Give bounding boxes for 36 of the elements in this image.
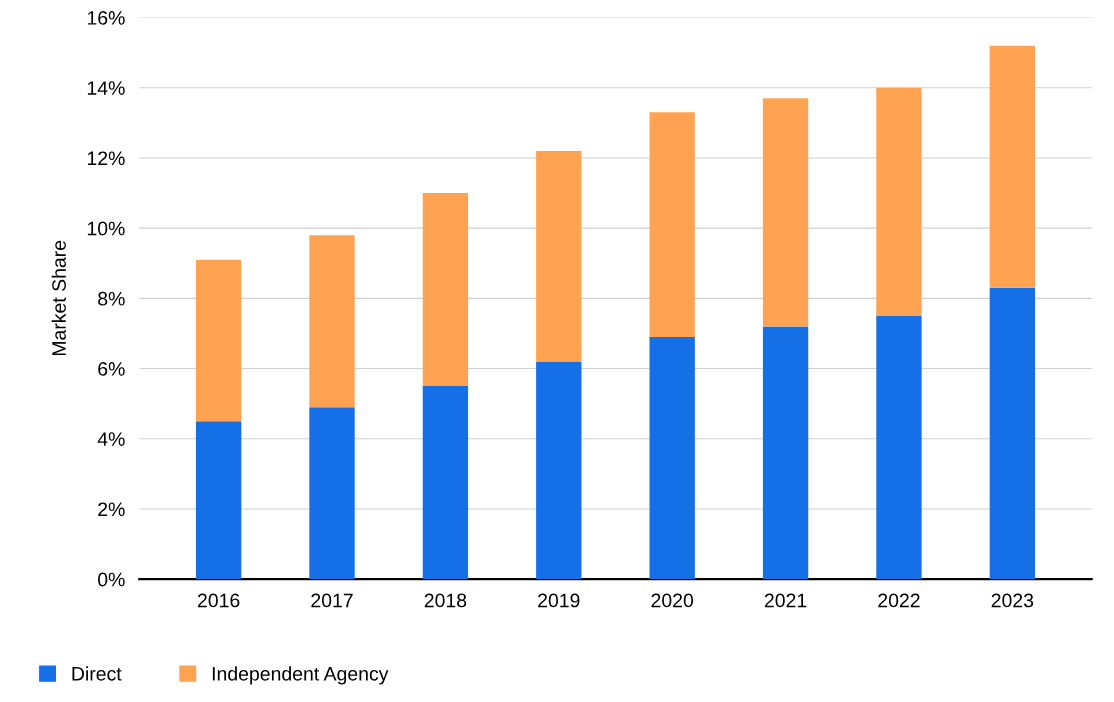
- y-tick-label: 14%: [87, 81, 125, 95]
- bar: [195, 259, 242, 422]
- y-tick-label: 6%: [98, 362, 125, 376]
- bar: [762, 326, 809, 580]
- x-tick-label: 2017: [311, 593, 353, 608]
- bar: [876, 87, 922, 316]
- bar: [309, 407, 355, 580]
- bar: [649, 336, 695, 580]
- bar: [536, 361, 582, 580]
- legend-label: Independent Agency: [212, 666, 389, 685]
- bar: [649, 112, 695, 337]
- y-tick-label: 0%: [98, 572, 125, 587]
- y-tick-label: 10%: [87, 221, 125, 236]
- bar: [762, 98, 809, 327]
- bar: [989, 45, 1036, 288]
- x-tick-label: 2018: [424, 593, 467, 608]
- x-tick-label: 2022: [878, 593, 920, 608]
- bar: [422, 386, 469, 580]
- y-tick-label: 2%: [98, 502, 125, 517]
- legend-label: Direct: [72, 666, 122, 681]
- bar: [876, 315, 922, 580]
- y-axis-title: Market Share: [51, 240, 66, 356]
- y-tick-label: 4%: [97, 432, 125, 446]
- bar: [195, 421, 242, 580]
- x-tick-label: 2019: [538, 593, 580, 608]
- y-tick-label: 8%: [98, 291, 125, 306]
- bar: [422, 193, 469, 387]
- y-tick-label: 16%: [87, 11, 125, 25]
- bar: [536, 150, 582, 362]
- bar: [989, 287, 1036, 580]
- y-tick-label: 12%: [87, 151, 125, 166]
- x-tick-label: 2020: [651, 593, 694, 608]
- x-tick-label: 2016: [197, 593, 240, 608]
- x-tick-label: 2023: [991, 593, 1034, 608]
- bar: [309, 235, 355, 408]
- x-tick-label: 2021: [764, 593, 807, 608]
